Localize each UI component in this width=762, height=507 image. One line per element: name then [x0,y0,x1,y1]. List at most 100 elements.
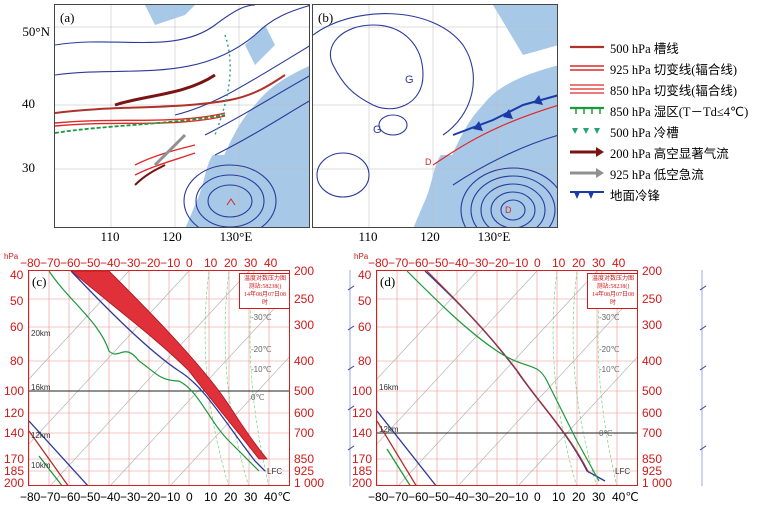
bottom-temp-tick: −50 [80,490,101,504]
height-label: 16km [31,383,51,392]
bottom-temp-tick: 0 [534,490,541,504]
top-temp-tick: −40 [100,256,121,270]
legend-item-200-jet: 200 hPa 高空显著气流 [568,143,729,161]
bottom-temp-tick: −30 [468,490,489,504]
right-pressure-tick: 700 [642,426,663,440]
bottom-temp-tick: −40 [100,490,121,504]
left-pressure-tick: 170 [352,452,373,466]
info-title: 温度对数压力图 [591,276,634,282]
bottom-temp-tick: −20 [140,490,161,504]
map-b-svg: G G D D [313,5,557,227]
iso-label: -10℃ [599,365,620,374]
panel-label-b: (b) [318,10,334,25]
lat-label-50: 50°N [22,24,50,39]
left-pressure-tick: 140 [352,426,373,440]
top-temp-tick: −70 [388,256,409,270]
panel-label-d: (d) [380,274,396,289]
skewt-d-plot: 温度对数压力图 测站:58238() 14年08月07日08时 -30℃ -20… [376,270,638,486]
left-pressure-tick: 170 [4,452,25,466]
skewt-c: hPa 温度对数压力图 [0,250,380,507]
left-pressure-tick: 185 [4,464,25,478]
bottom-temp-tick: 0 [186,490,193,504]
lat-label-40: 40 [22,96,35,111]
legend-label: 850 hPa 湿区(T－Td≤4℃) [610,104,749,119]
lfc-label: LFC [615,467,631,476]
bottom-temp-tick: 30 [244,490,258,504]
lfc-label: LFC [267,467,283,476]
bottom-temp-tick: −80 [368,490,389,504]
lon-label-b-120: 120 [420,229,440,244]
hpa-unit-c: hPa [4,252,19,261]
right-pressure-tick: 300 [294,318,315,332]
top-temp-tick: −60 [408,256,429,270]
skewt-d-svg [377,271,637,485]
triple-line-icon [570,84,604,94]
legend-label: 地面冷锋 [610,188,661,203]
moist-area-icon [570,106,604,114]
left-pressure-tick: 120 [352,406,373,420]
legend-label: 200 hPa 高空显著气流 [610,146,729,161]
left-pressure-tick: 60 [10,320,24,334]
height-label: 10km [31,461,51,470]
right-pressure-tick: 1 000 [642,476,673,490]
iso-label: -30℃ [251,313,272,322]
left-pressure-tick: 80 [10,354,24,368]
legend-item-cold-trough: 500 hPa 冷槽 [568,122,679,140]
bottom-temp-tick: 40℃ [612,490,639,504]
top-temp-tick: 0 [534,256,541,270]
right-pressure-tick: 850 [294,452,315,466]
top-temp-tick: −50 [80,256,101,270]
info-title: 温度对数压力图 [243,276,286,282]
height-label: 20km [31,329,51,338]
cold-front-icon [570,191,604,199]
bottom-temp-tick: −70 [388,490,409,504]
top-temp-tick: −10 [160,256,181,270]
info-box-c: 温度对数压力图 测站:58238() 14年08月07日08时 [239,273,289,309]
map-a-svg [55,5,309,227]
legend-item-moist: 850 hPa 湿区(T－Td≤4℃) [568,101,748,119]
bottom-temp-tick: −10 [508,490,529,504]
right-pressure-tick: 925 [642,464,663,478]
iso-label: -20℃ [599,345,620,354]
top-temp-tick: −20 [140,256,161,270]
top-temp-tick: −40 [448,256,469,270]
iso-label: -30℃ [599,313,620,322]
high-pressure-label-2: G [373,124,382,136]
legend-item-925-shear: 925 hPa 切变线(辐合线) [568,59,737,77]
bottom-temp-tick: −50 [428,490,449,504]
info-time: 14年08月07日08时 [243,292,286,306]
left-pressure-tick: 200 [352,476,373,490]
left-pressure-tick: 100 [4,384,25,398]
skewt-c-plot: 温度对数压力图 测站:58238() 14年08月07日08时 -30℃ -20… [28,270,290,486]
gray-arrow-icon [570,168,604,178]
map-b: G G D D [312,4,558,228]
right-pressure-tick: 200 [294,264,315,278]
info-station: 测站:58238() [596,284,630,290]
top-temp-tick: −80 [368,256,389,270]
lon-label-b-130: 130°E [477,229,511,244]
right-pressure-tick: 850 [642,452,663,466]
top-temp-tick: −80 [20,256,41,270]
bottom-temp-tick: 40℃ [264,490,291,504]
bottom-temp-tick: 30 [592,490,606,504]
right-pressure-tick: 500 [294,384,315,398]
top-temp-tick: −20 [488,256,509,270]
right-pressure-tick: 250 [294,292,315,306]
top-temp-tick: 0 [186,256,193,270]
left-pressure-tick: 50 [358,294,372,308]
right-pressure-tick: 200 [642,264,663,278]
dark-arrow-icon [570,147,604,157]
low-pressure-label: D [425,157,432,167]
right-pressure-tick: 600 [642,406,663,420]
low-pressure-label-2: D [505,205,512,215]
top-temp-tick: 30 [244,256,258,270]
bottom-temp-tick: −40 [448,490,469,504]
legend-item-850-shear: 850 hPa 切变线(辐合线) [568,80,737,98]
legend-label: 925 hPa 切变线(辐合线) [610,62,738,77]
lon-label-b-110: 110 [358,229,378,244]
right-pressure-tick: 400 [294,354,315,368]
right-pressure-tick: 250 [642,292,663,306]
left-pressure-tick: 200 [4,476,25,490]
left-pressure-tick: 100 [352,384,373,398]
info-box-d: 温度对数压力图 测站:58238() 14年08月07日08时 [587,273,637,309]
